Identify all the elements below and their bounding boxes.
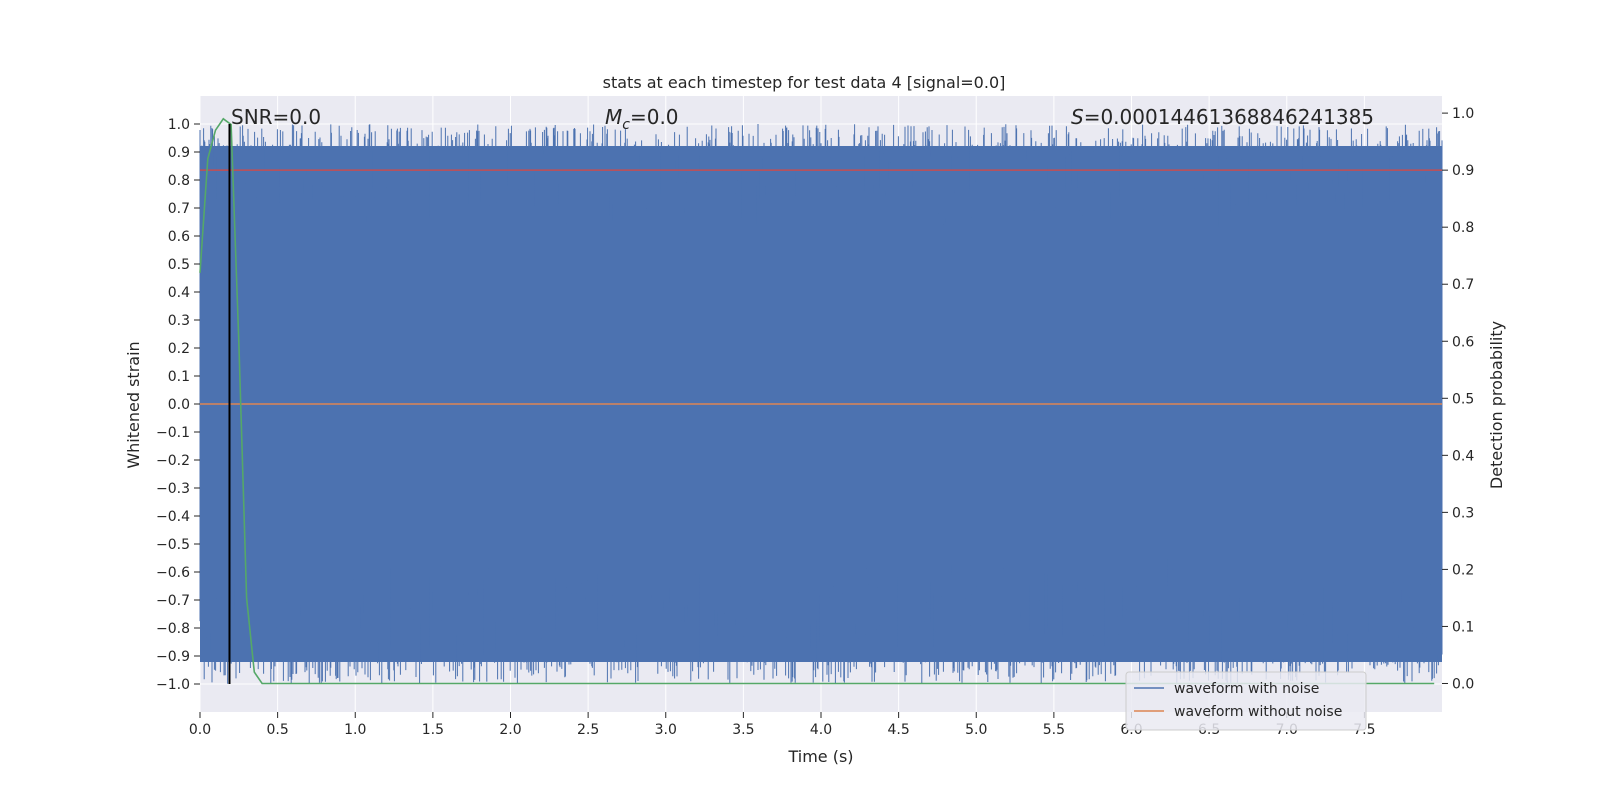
snr-annotation: SNR=0.0 [231,105,321,129]
y-tick-label: −0.7 [156,593,190,609]
overlay-lines [199,117,1442,685]
y2-tick-label: 0.3 [1452,505,1474,521]
y-tick-label: 0.4 [168,285,190,301]
y-tick-label: −0.8 [156,621,190,637]
y-tick-label: −0.5 [156,537,190,553]
y2-tick-label: 0.8 [1452,220,1474,236]
y-tick-label: 0.2 [168,341,190,357]
x-tick-label: 1.5 [422,722,444,738]
x-axis-label: Time (s) [787,747,853,766]
x-tick-label: 4.0 [810,722,832,738]
annotations: SNR=0.0 Mc=0.0 S=0.00014461368846241385 [231,105,1374,133]
y-tick-label: −1.0 [156,677,190,693]
y2-tick-label: 0.9 [1452,163,1474,179]
legend-label: waveform with noise [1174,681,1319,697]
y-tick-label: 0.0 [168,397,190,413]
y2-axis: 1.0 0.9 0.8 0.7 0.6 0.5 0.4 0.3 0.2 0.1 0.0 [1442,106,1474,692]
y2-tick-label: 0.5 [1452,391,1474,407]
x-tick-label: 0.0 [189,722,211,738]
x-tick-label: 0.5 [266,722,288,738]
y-tick-label: −0.2 [156,453,190,469]
y-tick-label: 0.6 [168,229,190,245]
y-axis-label: Whitened strain [124,341,143,468]
y-tick-label: −0.1 [156,425,190,441]
x-tick-label: 2.0 [499,722,521,738]
chart-title: stats at each timestep for test data 4 [… [603,73,1006,92]
y2-tick-label: 0.7 [1452,277,1474,293]
s-annotation: S=0.00014461368846241385 [1071,105,1374,129]
y2-tick-label: 1.0 [1452,106,1474,122]
legend-label: waveform without noise [1174,704,1342,720]
x-tick-label: 2.5 [577,722,599,738]
y2-tick-label: 0.0 [1452,676,1474,692]
y2-tick-label: 0.6 [1452,334,1474,350]
legend-box [1125,671,1367,731]
y-tick-label: 0.1 [168,369,190,385]
x-tick-label: 3.0 [655,722,677,738]
x-axis: 0.00.51.01.52.02.53.03.54.04.55.05.56.06… [189,712,1376,738]
y-tick-label: 0.7 [168,201,190,217]
y-tick-label: 0.5 [168,257,190,273]
y-tick-label: −0.6 [156,565,190,581]
y-axis: 1.0 0.9 0.8 0.7 0.6 0.5 0.4 0.3 0.2 0.1 0.0 −0.1 −0.… [156,117,200,693]
x-tick-label: 4.5 [887,722,909,738]
y-tick-label: −0.3 [156,481,190,497]
y2-tick-label: 0.1 [1452,619,1474,635]
detection-probability-line [199,117,1435,685]
x-tick-label: 5.5 [1043,722,1065,738]
x-tick-label: 1.0 [344,722,366,738]
y2-axis-label: Detection probability [1487,321,1506,489]
y-tick-label: 0.8 [168,173,190,189]
y2-tick-label: 0.2 [1452,562,1474,578]
y-tick-label: −0.9 [156,649,190,665]
y-tick-label: 1.0 [168,117,190,133]
x-tick-label: 3.5 [732,722,754,738]
mc-annotation: Mc=0.0 [605,105,679,133]
y-tick-label: 0.9 [168,145,190,161]
y2-tick-label: 0.4 [1452,448,1474,464]
y-tick-label: −0.4 [156,509,190,525]
legend: waveform with noise waveform without nois… [1125,671,1367,731]
x-tick-label: 5.0 [965,722,987,738]
y-tick-label: 0.3 [168,313,190,329]
